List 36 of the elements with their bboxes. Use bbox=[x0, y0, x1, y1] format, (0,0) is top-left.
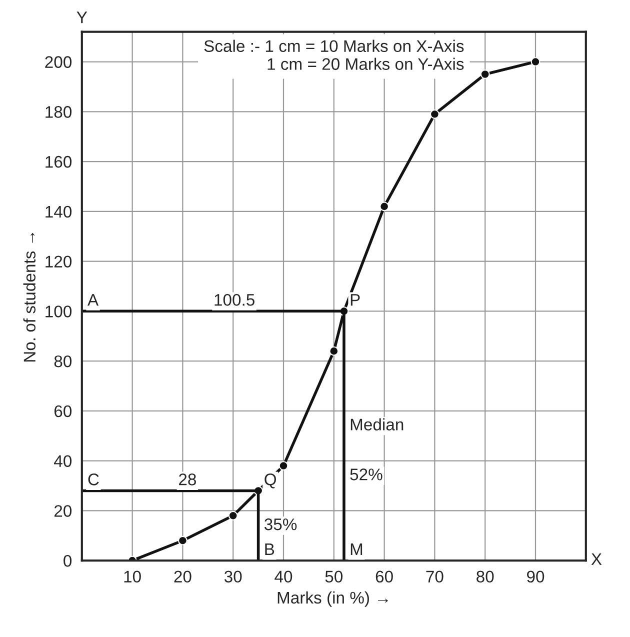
y-tick-label: 180 bbox=[46, 106, 72, 118]
annotation: 35% bbox=[264, 518, 297, 530]
x-tick-label: 30 bbox=[224, 570, 242, 583]
y-tick-label: 80 bbox=[54, 355, 72, 368]
x-tick-label: 90 bbox=[527, 570, 544, 583]
annotation: C bbox=[88, 474, 99, 486]
x-tick-label: 80 bbox=[476, 570, 494, 583]
y-tick-label: 20 bbox=[54, 505, 72, 517]
annotation: 100.5 bbox=[214, 294, 254, 306]
x-tick-label: 40 bbox=[274, 570, 292, 583]
x-tick-label: 70 bbox=[426, 570, 444, 583]
y-tick-label: 100 bbox=[46, 306, 72, 318]
annotation: 52% bbox=[350, 468, 382, 480]
y-tick-label: 40 bbox=[54, 455, 72, 468]
y-tick-label: 160 bbox=[46, 156, 72, 168]
x-tick-label: 20 bbox=[174, 570, 192, 583]
text: Y bbox=[76, 12, 88, 24]
y-tick-label: 60 bbox=[54, 405, 72, 418]
y-tick-label: 0 bbox=[64, 554, 72, 567]
annotation: Q bbox=[264, 474, 276, 488]
annotation: Median bbox=[350, 418, 404, 430]
annotation: P bbox=[350, 294, 360, 306]
y-tick-label: 120 bbox=[46, 256, 72, 268]
y-tick-label: 200 bbox=[45, 56, 72, 68]
annotation: Scale :- 1 cm = 10 Marks on X-Axis 1 cm = 20 Marks on Y-Axis bbox=[204, 40, 464, 70]
annotation: A bbox=[87, 294, 99, 306]
x-axis-title: Marks (in %) → bbox=[278, 591, 388, 607]
x-tick-label: 50 bbox=[325, 570, 343, 583]
annotation: M bbox=[350, 544, 362, 556]
annotation: 28 bbox=[179, 474, 196, 486]
annotation: B bbox=[265, 544, 274, 556]
y-axis-title: No. of students → bbox=[23, 232, 36, 362]
y-tick-label: 140 bbox=[46, 206, 72, 218]
x-tick-label: 10 bbox=[124, 570, 141, 583]
x-tick-label: 60 bbox=[376, 570, 393, 583]
text: X bbox=[591, 553, 602, 565]
